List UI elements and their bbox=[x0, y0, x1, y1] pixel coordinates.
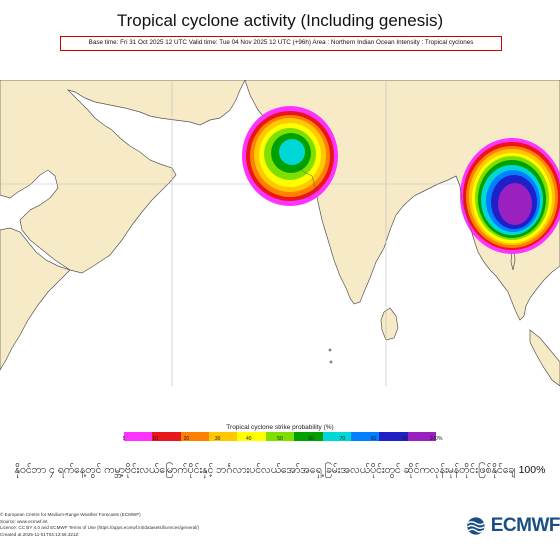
legend-swatch bbox=[152, 432, 181, 441]
legend-swatch bbox=[180, 432, 210, 441]
footer-line: Source: www.ecmwf.int bbox=[0, 518, 48, 524]
chart-title: Tropical cyclone activity (Including gen… bbox=[116, 11, 444, 30]
legend-tick-labels: 5 10 20 30 40 50 60 70 80 90 100% bbox=[122, 436, 443, 446]
legend-swatch bbox=[322, 432, 351, 441]
land-arabia-iran bbox=[0, 80, 246, 274]
legend-tick: 10 bbox=[152, 436, 158, 442]
arabian-sea-probability-blob bbox=[242, 106, 338, 206]
coastline-overlay bbox=[295, 164, 475, 241]
legend-swatch bbox=[265, 432, 295, 441]
legend-swatch bbox=[407, 432, 436, 441]
land-maldives bbox=[328, 348, 332, 352]
footer-line: Licence: CC BY 4.0 and ECMWF Terms of Us… bbox=[0, 525, 199, 530]
land-africa bbox=[0, 227, 71, 371]
legend-swatch bbox=[124, 432, 153, 441]
legend-tick: 20 bbox=[183, 436, 190, 442]
legend-swatch bbox=[379, 432, 408, 441]
legend-tick: 80 bbox=[370, 436, 377, 442]
ecmwf-logo-icon bbox=[467, 517, 485, 535]
footer-line: Created at 2025-11-01T04:13:56.321Z bbox=[0, 531, 79, 537]
legend-tick: 100% bbox=[429, 436, 443, 442]
cyclone-probability-map bbox=[0, 80, 560, 386]
bay-of-bengal-probability-blob bbox=[460, 138, 560, 254]
legend-tick: 30 bbox=[214, 436, 221, 442]
ecmwf-logo: ECMWF bbox=[464, 515, 560, 537]
legend-swatch bbox=[294, 432, 323, 441]
legend-tick: 90 bbox=[402, 436, 408, 442]
legend-tick: 50 bbox=[277, 436, 283, 442]
copyright-footer: © European Centre for Medium-Range Weath… bbox=[0, 512, 300, 538]
legend-color-bar bbox=[124, 432, 436, 441]
burmese-caption: နိုဝင်ဘာ ၄ ရက်နေ့တွင် ကမ္ဘာ့ဗိုင်းလယ်မြေ… bbox=[14, 464, 546, 476]
forecast-info-box: Base time: Fri 31 Oct 2025 12 UTC Valid … bbox=[60, 36, 502, 51]
legend-tick: 60 bbox=[308, 436, 314, 442]
legend-swatch bbox=[237, 432, 266, 441]
footer-line: © European Centre for Medium-Range Weath… bbox=[0, 512, 141, 517]
ecmwf-logo-text: ECMWF bbox=[490, 515, 560, 536]
land-sumatra bbox=[529, 329, 560, 386]
legend-title: Tropical cyclone strike probability (%) bbox=[226, 424, 334, 431]
legend-tick: 40 bbox=[246, 436, 252, 442]
land-sri-lanka bbox=[380, 307, 399, 341]
legend-tick: 70 bbox=[339, 436, 346, 442]
legend-swatch bbox=[209, 432, 238, 441]
legend-tick: 5 bbox=[122, 436, 126, 442]
legend-swatch bbox=[350, 432, 380, 441]
